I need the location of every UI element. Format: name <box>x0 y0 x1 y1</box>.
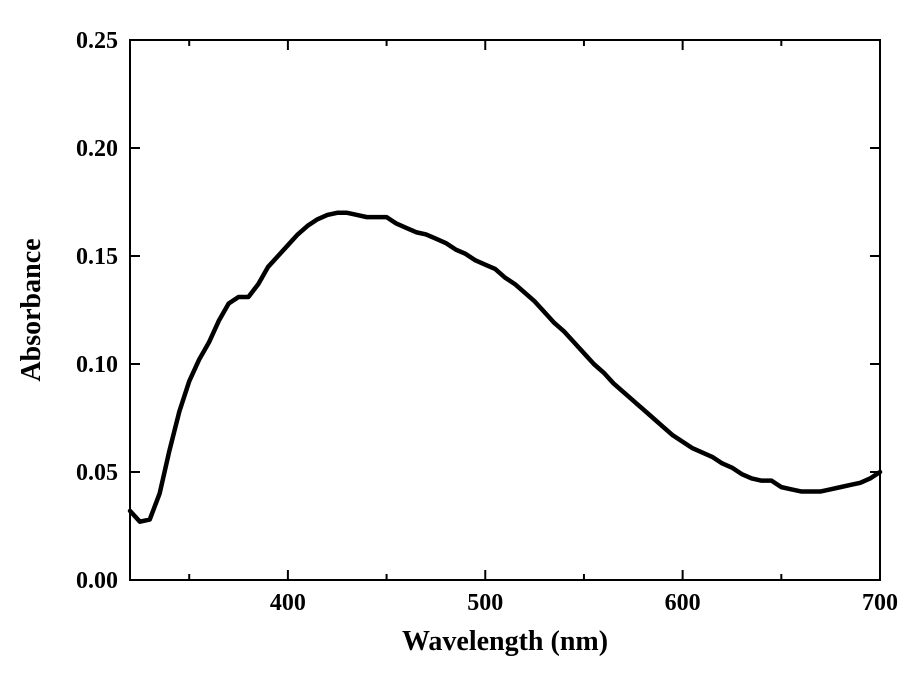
y-tick-label: 0.15 <box>76 244 118 270</box>
y-tick-label: 0.25 <box>76 28 118 54</box>
absorbance-line <box>130 213 880 522</box>
x-axis-label: Wavelength (nm) <box>402 626 608 657</box>
x-tick-label: 700 <box>862 590 898 616</box>
x-tick-label: 400 <box>270 590 306 616</box>
y-axis-label: Absorbance <box>16 238 47 381</box>
y-tick-label: 0.00 <box>76 568 118 594</box>
y-tick-label: 0.05 <box>76 460 118 486</box>
x-tick-label: 600 <box>665 590 701 616</box>
absorbance-spectrum-chart: 400 500 600 700 0.00 0.05 0.10 0.15 0.20 0.25 Wave… <box>0 0 919 681</box>
y-tick-label: 0.20 <box>76 136 118 162</box>
chart-container: 400 500 600 700 0.00 0.05 0.10 0.15 0.20 0.25 Wave… <box>0 0 919 681</box>
x-tick-label: 500 <box>467 590 503 616</box>
y-tick-label: 0.10 <box>76 352 118 378</box>
